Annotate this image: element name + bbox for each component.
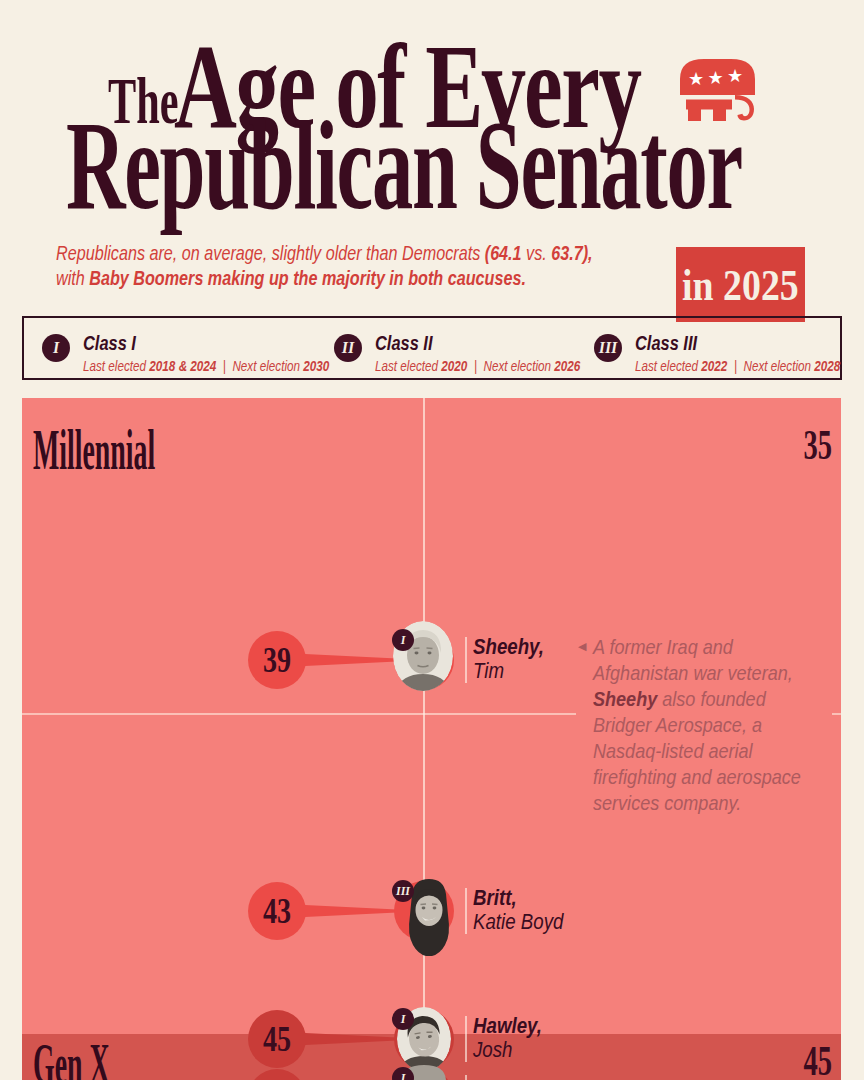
- subtitle: Republicans are, on average, slightly ol…: [56, 240, 593, 290]
- subtitle-line-1: Republicans are, on average, slightly ol…: [56, 240, 593, 265]
- senator-name: Sheehy, Tim: [473, 635, 544, 683]
- class-badge: I: [392, 629, 414, 651]
- legend-class-detail: Last elected 2018 & 2024 | Next election…: [83, 358, 329, 373]
- age-bubble: 39: [248, 631, 306, 689]
- svg-text:★: ★: [708, 68, 724, 88]
- name-divider: [465, 1075, 467, 1080]
- class-badge: III: [392, 880, 414, 902]
- legend-class-detail: Last elected 2020 | Next election 2026: [375, 358, 580, 373]
- name-divider: [465, 888, 467, 934]
- svg-text:★: ★: [688, 69, 704, 89]
- name-divider: [465, 1016, 467, 1062]
- legend-item-class-3: III Class III Last elected 2022 | Next e…: [594, 333, 864, 373]
- svg-text:★: ★: [727, 66, 743, 86]
- senator-name: Hawley, Josh: [473, 1014, 542, 1062]
- title-line-2: Republican Senator: [66, 103, 742, 229]
- axis-tick-35: 35: [803, 424, 832, 466]
- name-divider: [465, 637, 467, 683]
- axis-tick-45: 45: [803, 1040, 832, 1080]
- class-1-icon: I: [42, 334, 70, 362]
- subtitle-line-2: with Baby Boomers making up the majority…: [56, 265, 593, 290]
- annotation-arrow-icon: ◀: [578, 640, 586, 653]
- legend-class-detail: Last elected 2022 | Next election 2028: [635, 358, 840, 373]
- legend-class-title: Class II: [375, 333, 591, 353]
- class-3-icon: III: [594, 334, 622, 362]
- class-2-icon: II: [334, 334, 362, 362]
- age-chart: Millennial Gen X 35 40 45 ◀ A former Ira…: [22, 398, 841, 1080]
- center-axis-line: [423, 398, 425, 1080]
- generation-label-genx: Gen X: [33, 1035, 110, 1080]
- class-legend: I Class I Last elected 2018 & 2024 | Nex…: [22, 316, 842, 380]
- annotation-sheehy: ◀ A former Iraq and Afghanistan war vete…: [576, 634, 832, 816]
- senator-name: Britt, Katie Boyd: [473, 886, 563, 934]
- legend-item-class-2: II Class II Last elected 2020 | Next ele…: [334, 333, 638, 373]
- age-bubble: 45: [248, 1010, 306, 1068]
- year-badge: in 2025: [676, 247, 805, 322]
- age-bubble: 43: [248, 882, 306, 940]
- legend-class-title: Class III: [635, 333, 851, 353]
- legend-class-title: Class I: [83, 333, 342, 353]
- class-badge: I: [392, 1008, 414, 1030]
- year-badge-label: in 2025: [682, 259, 799, 311]
- republican-elephant-icon: ★ ★ ★: [677, 55, 758, 127]
- generation-label-millennial: Millennial: [33, 421, 155, 479]
